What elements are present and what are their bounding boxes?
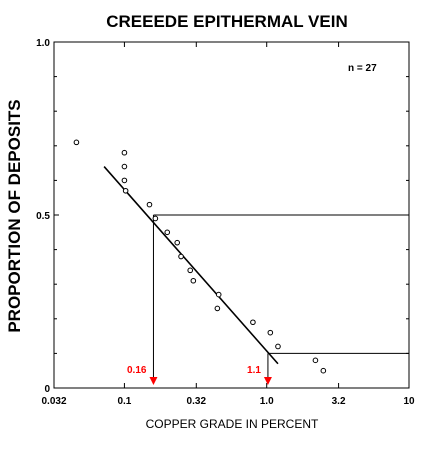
data-point [190, 277, 197, 284]
data-point [215, 291, 222, 298]
x-tick-label: 1.0 [260, 396, 274, 407]
data-point [312, 357, 319, 364]
data-point [267, 329, 274, 336]
reference-value-label: 0.16 [127, 365, 147, 376]
reference-arrow-icon [263, 377, 272, 385]
axes: 0.032 0.1 0.32 1.0 3.2 10 0 0.5 1.0 [36, 38, 415, 407]
data-point [73, 139, 80, 146]
data-point [178, 253, 184, 260]
y-axis-label: PROPORTION OF DEPOSITS [5, 99, 24, 332]
chart-title: CREEEDE EPITHERMAL VEIN [106, 12, 348, 31]
data-point [146, 201, 153, 208]
data-point [187, 267, 194, 274]
x-tick-label: 0.032 [41, 396, 66, 407]
y-tick-label: 0 [44, 384, 50, 395]
data-point [250, 319, 256, 326]
data-point [174, 239, 181, 246]
data-point [122, 187, 129, 194]
data-point [121, 163, 128, 170]
y-tick-label: 1.0 [36, 38, 50, 49]
x-axis-label: COPPER GRADE IN PERCENT [146, 417, 319, 431]
data-point [275, 343, 281, 350]
reference-value-label: 1.1 [247, 365, 261, 376]
x-tick-label: 3.2 [332, 396, 346, 407]
data-point [121, 177, 128, 184]
x-tick-label: 0.1 [117, 396, 131, 407]
regression-line [103, 166, 279, 365]
data-points [73, 139, 327, 374]
reference-arrow-icon [149, 377, 158, 385]
data-point [152, 215, 159, 222]
x-tick-label: 0.32 [187, 396, 207, 407]
y-tick-label: 0.5 [36, 211, 50, 222]
data-point [320, 367, 327, 374]
reference-lines: 0.16 1.1 [127, 214, 409, 385]
sample-size-label: n = 27 [348, 63, 377, 74]
data-point [121, 149, 128, 156]
data-point [164, 229, 171, 236]
data-point [214, 305, 221, 312]
x-tick-label: 10 [403, 396, 415, 407]
regression-line-group [103, 166, 279, 365]
